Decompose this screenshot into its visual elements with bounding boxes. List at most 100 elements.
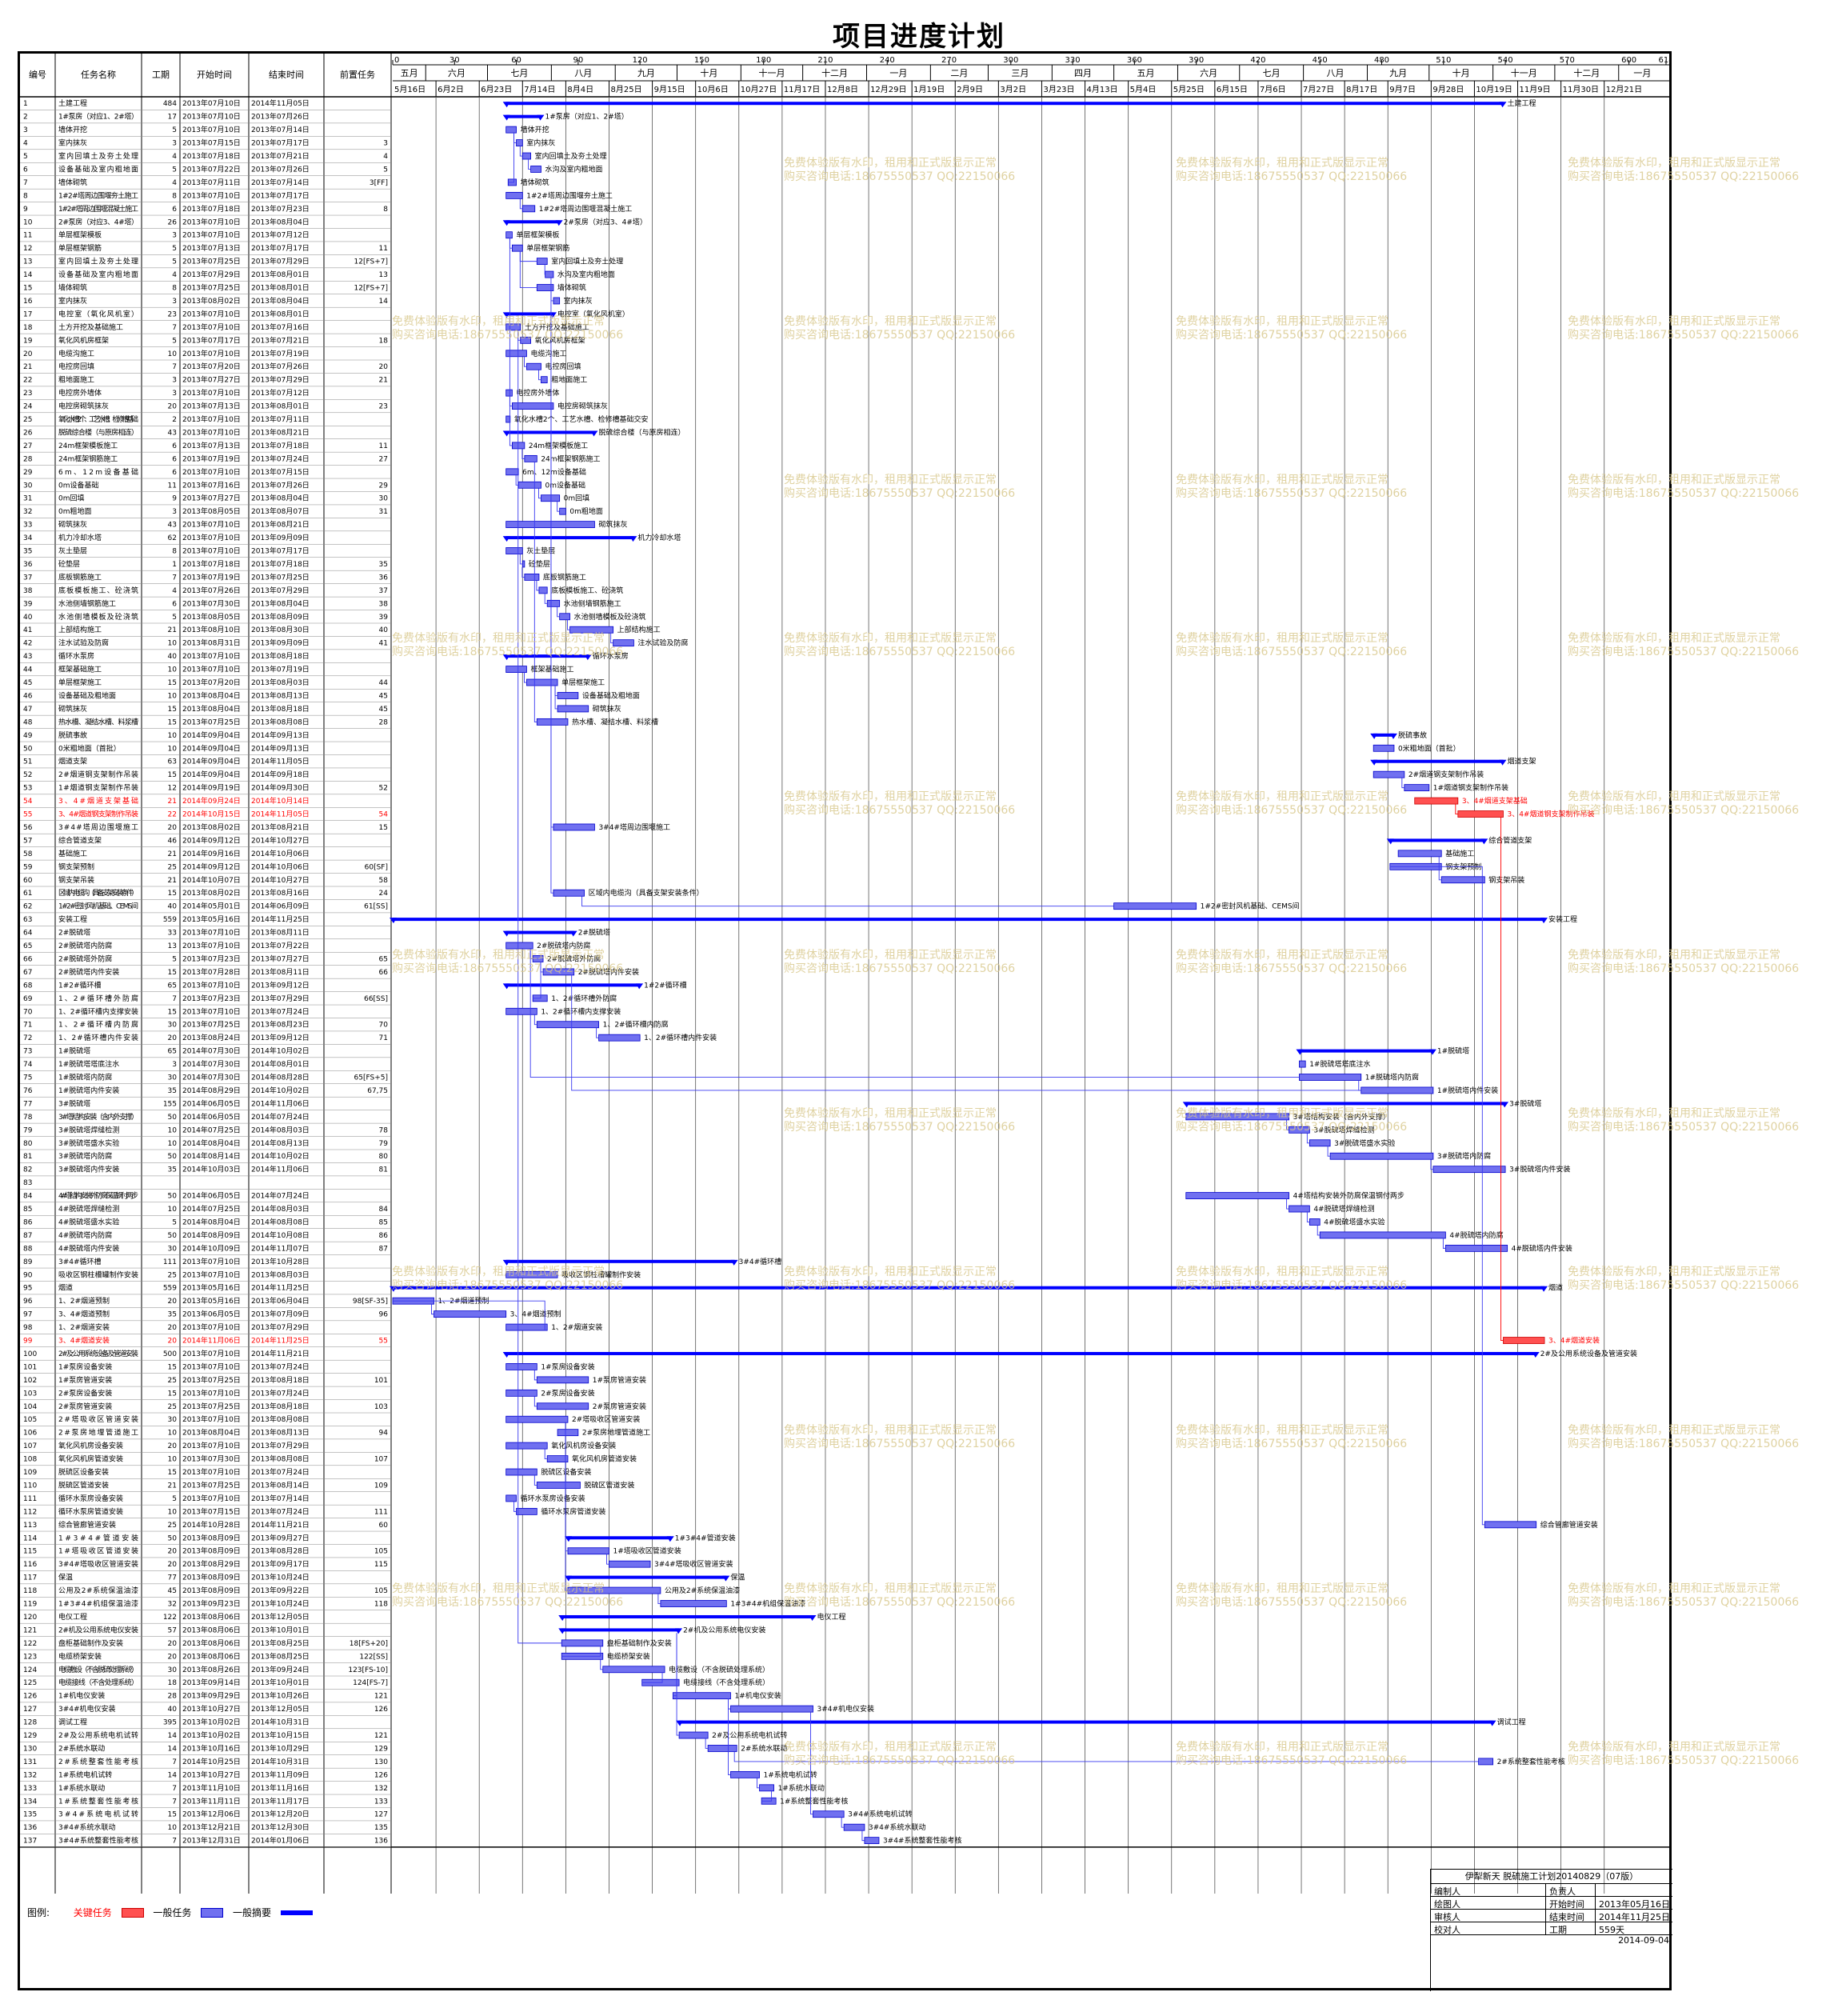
bar-label: 2#泵房设备安装 [541,1388,594,1398]
bar-label: 4#脱硫塔盛水实验 [1324,1217,1384,1226]
task-start: 2013年08月09日 [182,1546,241,1556]
task-end: 2013年09月27日 [251,1533,310,1542]
task-predecessor: 124[FS-7] [353,1679,388,1687]
task-id: 41 [23,626,32,634]
task-start: 2014年06月05日 [182,1191,241,1201]
critical-task-bar [1503,1337,1545,1344]
dependency-link [513,1501,517,1512]
task-id: 74 [23,1061,33,1069]
bar-label: 底板模板施工、砼浇筑 [551,586,623,595]
bar-label: 单层框架模板 [516,230,559,240]
task-bar [546,1455,569,1462]
task-bar [553,297,561,305]
task-start: 2013年07月10日 [182,217,241,226]
task-name: 设备基础及室内粗地面 [58,164,138,174]
task-start: 2013年07月10日 [182,1494,241,1503]
task-start: 2014年09月16日 [182,849,241,858]
field-label: 开始时间 [1549,1899,1584,1910]
task-name: 1#机电仪安装 [58,1691,105,1701]
task-end: 2013年08月30日 [251,625,310,634]
task-id: 131 [23,1758,37,1766]
bar-label: 粗地面施工 [551,375,587,385]
task-end: 2013年07月24日 [251,1006,310,1016]
task-bar [526,678,558,686]
task-bar [505,468,519,476]
task-start: 2014年07月25日 [182,1125,241,1134]
task-id: 75 [23,1074,32,1082]
task-predecessor: 27 [379,455,388,463]
task-name: 1#烟道钢支架制作吊装 [58,783,138,793]
task-name: 土方开挖及基础施工 [58,322,123,332]
week-date-label: 8月4日 [567,85,593,94]
week-date-label: 12月8日 [827,85,858,94]
task-id: 37 [23,574,32,582]
task-id: 13 [23,258,32,266]
task-duration: 5 [172,955,177,963]
task-name: 水池侧墙模板及砼浇筑 [58,612,138,622]
month-label: 四月 [1074,68,1092,78]
task-start: 2014年10月07日 [182,875,241,885]
summary-bar [1299,1049,1433,1053]
task-bar [1440,876,1485,884]
task-end: 2013年08月11日 [251,967,310,977]
task-bar [1432,1166,1506,1174]
bar-label: 底板钢筋施工 [543,572,586,582]
watermark: 免费体验版有水印，租用和正式版显示正常 购买咨询电话:18675550537 QQ… [1568,1424,1799,1451]
watermark: 免费体验版有水印，租用和正式版显示正常 购买咨询电话:18675550537 QQ… [1176,1424,1407,1451]
bar-label: 室内抹灰 [564,296,593,306]
bar-label: 电缆敷设（不含脱硫处理系统） [669,1665,769,1674]
task-id: 137 [23,1838,37,1846]
task-id: 11 [23,232,32,240]
task-bar [1289,1205,1310,1213]
task-duration: 25 [168,1377,177,1385]
month-label: 二月 [950,68,968,78]
task-id: 89 [23,1258,33,1266]
bar-label: 3#脱硫塔内防腐 [1437,1151,1491,1161]
task-bar [843,1823,865,1831]
watermark-line-2: 购买咨询电话:18675550537 QQ:22150066 [1176,1596,1408,1609]
task-duration: 1 [172,561,177,569]
watermark-line-2: 购买咨询电话:18675550537 QQ:22150066 [1176,962,1408,975]
task-start: 2014年10月03日 [182,1165,241,1174]
task-predecessor: 96 [379,1311,389,1319]
task-end: 2014年09月18日 [251,770,310,779]
task-start: 2013年07月10日 [182,1362,241,1371]
task-id: 82 [23,1166,32,1174]
task-duration: 15 [168,771,177,779]
watermark-line-1: 免费体验版有水印，租用和正式版显示正常 [1568,632,1780,645]
task-start: 2013年07月10日 [182,1257,241,1266]
bar-label: 公用及2#系统保温油漆 [665,1586,740,1595]
task-start: 2013年07月10日 [182,1270,241,1279]
task-duration: 10 [168,1206,178,1214]
watermark: 免费体验版有水印，租用和正式版显示正常 购买咨询电话:18675550537 QQ… [1568,157,1799,184]
dependency-link [565,1422,568,1591]
task-name: 2#及公用系统设备及管道安装 [58,1349,138,1358]
task-start: 2013年10月02日 [182,1718,241,1727]
bar-label: 烟道支架 [1507,757,1536,766]
task-name: 3#4#系统水联动 [58,1822,116,1832]
bar-label: 循环水泵房 [593,651,629,661]
task-predecessor: 105 [374,1587,388,1595]
task-predecessor: 54 [379,811,389,819]
task-duration: 4 [172,587,177,595]
dependency-link [523,672,527,683]
task-start: 2013年07月10日 [182,190,241,200]
task-start: 2013年07月10日 [182,1441,241,1450]
task-end: 2013年08月21日 [251,520,310,530]
task-start: 2013年08月02日 [182,888,241,898]
task-name: 2#机及公用系统电仪安装 [58,1625,138,1634]
task-id: 44 [23,666,33,674]
task-id: 66 [23,955,33,963]
summary-cap-start [1182,1102,1190,1108]
task-name: 电控房回填 [58,362,94,371]
row-label: 绘图人 [1434,1899,1460,1910]
task-bar [536,1402,589,1410]
dependency-link [519,198,523,210]
task-id: 43 [23,653,32,661]
task-id: 117 [23,1574,37,1582]
bar-label: 热水槽、凝结水槽、料浆槽 [572,717,658,726]
bar-label: 2#系统水联动 [741,1743,787,1753]
task-end: 2013年07月11日 [251,414,310,424]
dependency-link [561,1646,601,1657]
bar-label: 水沟及室内粗地面 [557,270,615,279]
